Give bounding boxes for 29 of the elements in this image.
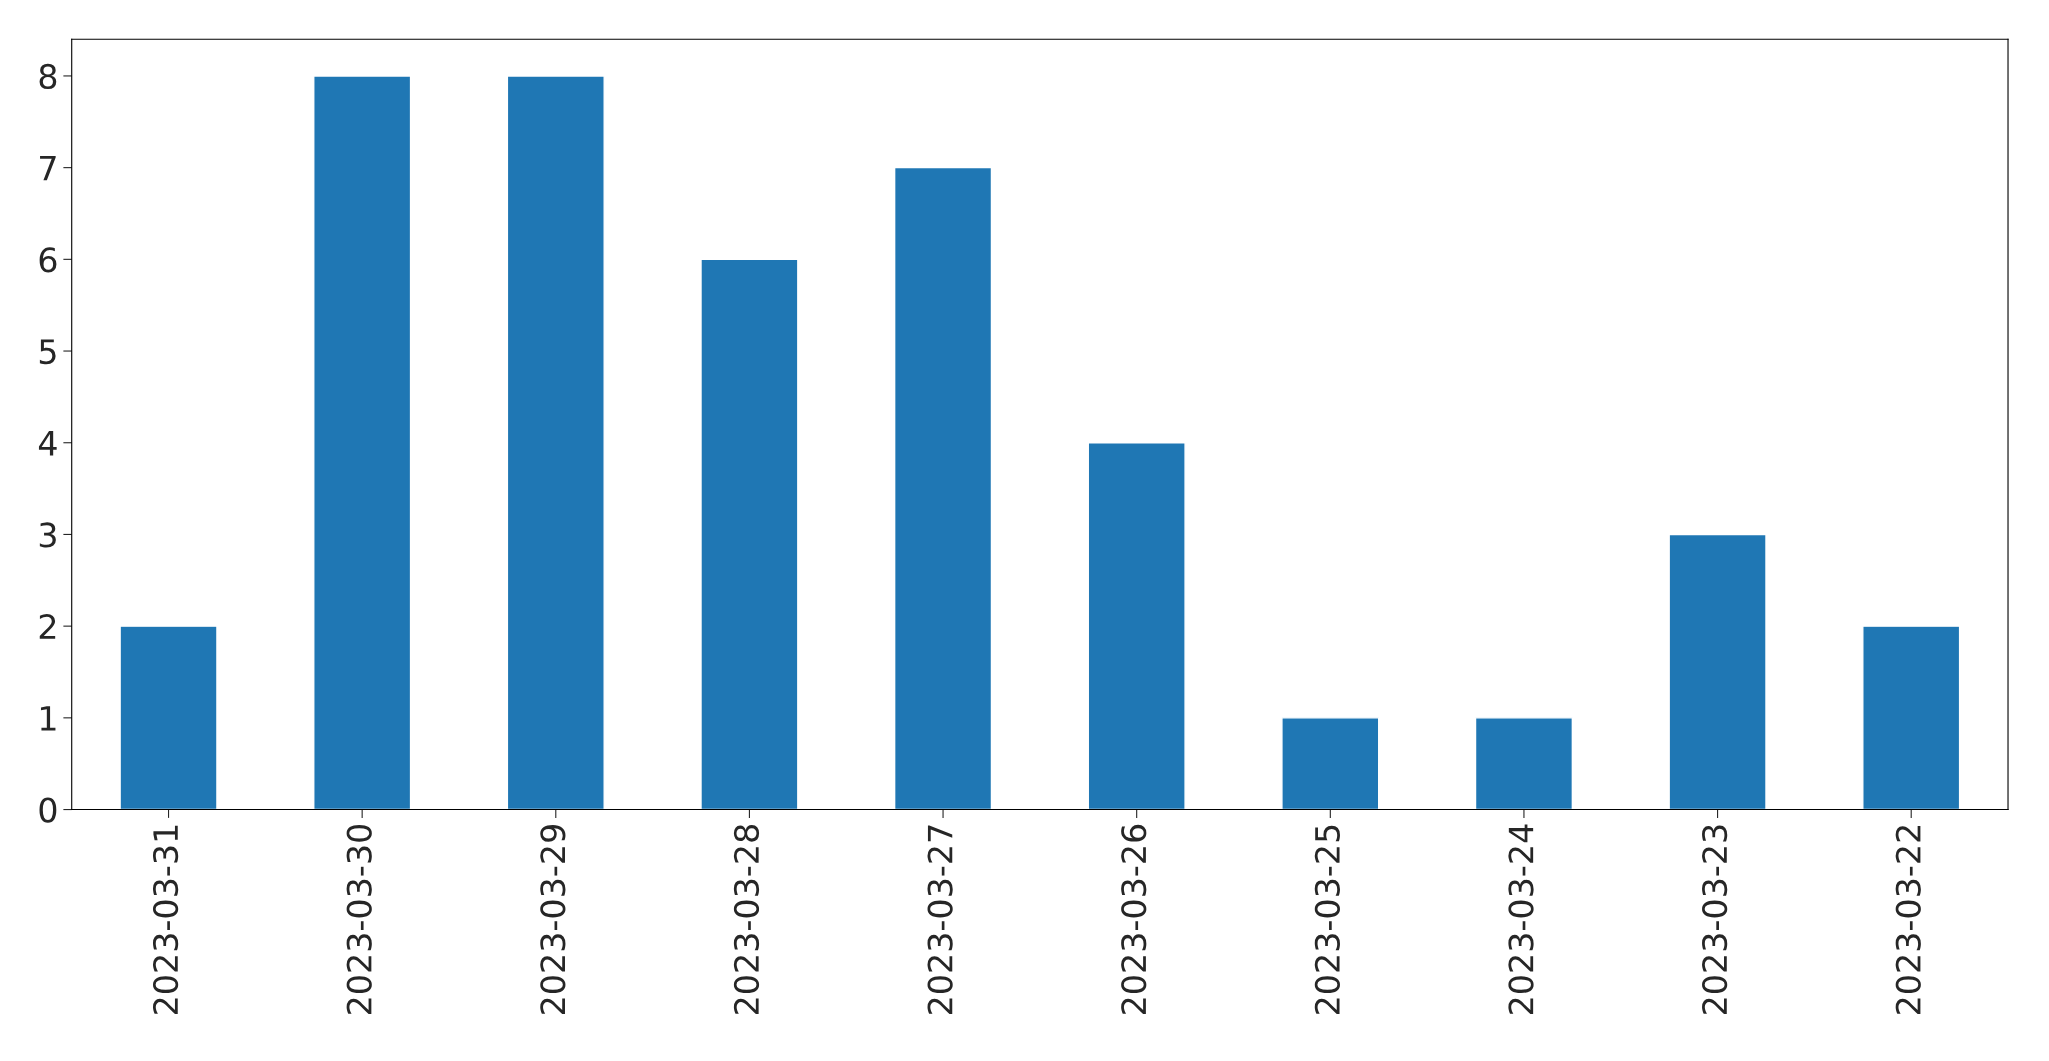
y-tick-label: 3 <box>39 522 56 548</box>
bar <box>1281 717 1380 810</box>
x-tick-label: 2023-03-27 <box>927 825 953 1015</box>
bar <box>700 258 799 810</box>
x-tick-label: 2023-03-30 <box>346 824 372 1015</box>
bar <box>313 75 412 810</box>
bar <box>1087 442 1186 810</box>
bar <box>1474 717 1574 810</box>
y-tick-label: 6 <box>39 247 57 273</box>
y-tick-label: 5 <box>39 339 56 365</box>
x-tick-label: 2023-03-24 <box>1508 824 1534 1015</box>
x-tick-label: 2023-03-26 <box>1121 824 1147 1015</box>
y-tick-label: 4 <box>38 431 57 456</box>
x-tick-label: 2023-03-29 <box>540 825 566 1015</box>
y-tick-label: 0 <box>39 797 57 823</box>
y-tick-label: 1 <box>40 706 56 731</box>
y-tick-label: 2 <box>39 614 56 639</box>
x-tick-label: 2023-03-28 <box>733 825 760 1015</box>
x-tick-label: 2023-03-31 <box>152 825 179 1015</box>
x-tick-label: 2023-03-25 <box>1314 825 1340 1015</box>
bar <box>506 75 605 810</box>
bar <box>1668 533 1767 810</box>
x-tick-label: 2023-03-22 <box>1895 826 1921 1015</box>
x-tick-label: 2023-03-23 <box>1702 825 1728 1015</box>
y-tick-label: 7 <box>40 156 56 181</box>
bar <box>893 166 993 810</box>
y-tick-label: 8 <box>39 63 57 90</box>
bar <box>1862 625 1961 810</box>
bar <box>119 625 218 810</box>
